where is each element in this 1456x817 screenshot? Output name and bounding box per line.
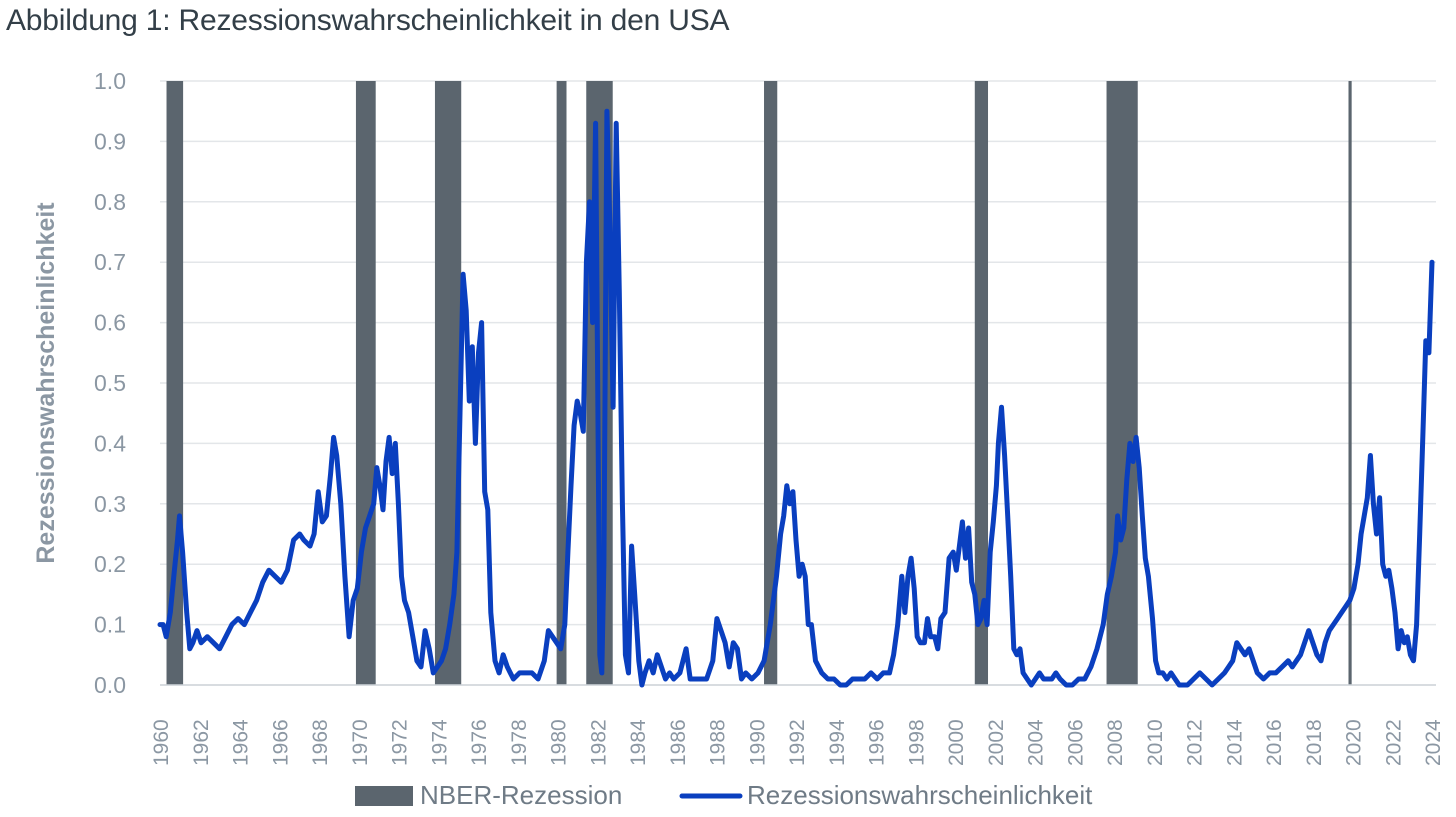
y-tick-label: 0.0 <box>94 672 126 698</box>
x-tick-label: 2008 <box>1104 719 1127 766</box>
legend-label-nber-rezession: NBER-Rezession <box>420 780 622 810</box>
x-tick-label: 1968 <box>309 719 332 766</box>
x-tick-label: 2020 <box>1343 719 1366 766</box>
recession-bar <box>166 81 184 685</box>
x-tick-label: 1988 <box>707 719 730 766</box>
x-tick-label: 1966 <box>269 719 292 766</box>
x-tick-label: 2022 <box>1382 719 1405 766</box>
y-axis-label: Rezessionswahrscheinlichkeit <box>32 202 60 564</box>
legend-label-rezessionswahrscheinlichkeit: Rezessionswahrscheinlichkeit <box>747 780 1093 810</box>
x-tick-label: 1978 <box>508 719 531 766</box>
x-tick-label: 1998 <box>905 719 928 766</box>
y-tick-label: 0.9 <box>94 128 126 154</box>
x-tick-label: 1964 <box>230 719 253 766</box>
x-tick-label: 1990 <box>746 719 769 766</box>
x-tick-label: 1962 <box>190 719 213 766</box>
x-tick-label: 2012 <box>1184 719 1207 766</box>
x-tick-label: 1972 <box>389 719 412 766</box>
y-tick-label: 0.7 <box>94 249 126 275</box>
x-tick-label: 2006 <box>1064 719 1087 766</box>
x-tick-label: 2002 <box>985 719 1008 766</box>
x-tick-label: 1996 <box>866 719 889 766</box>
recession-bar <box>1106 81 1138 685</box>
y-tick-label: 0.1 <box>94 612 126 638</box>
recession-bar <box>434 81 462 685</box>
recession-bar <box>974 81 989 685</box>
x-tick-label: 2024 <box>1422 719 1445 766</box>
recession-bar <box>1348 81 1352 685</box>
x-tick-label: 1992 <box>786 719 809 766</box>
x-tick-label: 2016 <box>1263 719 1286 766</box>
x-tick-label: 1960 <box>150 719 173 766</box>
y-tick-label: 1.0 <box>94 68 126 94</box>
x-tick-label: 2004 <box>1025 719 1048 766</box>
y-tick-label: 0.4 <box>94 430 126 456</box>
x-tick-label: 1976 <box>468 719 491 766</box>
chart-title: Abbildung 1: Rezessionswahrscheinlichkei… <box>6 4 730 37</box>
y-tick-label: 0.8 <box>94 189 126 215</box>
recession-bar <box>355 81 376 685</box>
y-tick-label: 0.6 <box>94 310 126 336</box>
x-tick-label: 2000 <box>945 719 968 766</box>
x-tick-label: 2010 <box>1144 719 1167 766</box>
legend-swatch-nber-rezession <box>355 786 413 806</box>
x-tick-label: 1994 <box>826 719 849 766</box>
recession-bar <box>556 81 567 685</box>
x-tick-label: 1982 <box>587 719 610 766</box>
x-tick-label: 2014 <box>1223 719 1246 766</box>
x-tick-label: 1974 <box>428 719 451 766</box>
x-tick-label: 1970 <box>349 719 372 766</box>
y-tick-label: 0.5 <box>94 370 126 396</box>
x-tick-label: 2018 <box>1303 719 1326 766</box>
series-line-rezessionswahrscheinlichkeit <box>157 108 1435 688</box>
y-tick-label: 0.2 <box>94 551 126 577</box>
y-tick-label: 0.3 <box>94 491 126 517</box>
x-tick-label: 1986 <box>667 719 690 766</box>
x-tick-label: 1980 <box>548 719 571 766</box>
recession-bar <box>764 81 778 685</box>
x-tick-label: 1984 <box>627 719 650 766</box>
